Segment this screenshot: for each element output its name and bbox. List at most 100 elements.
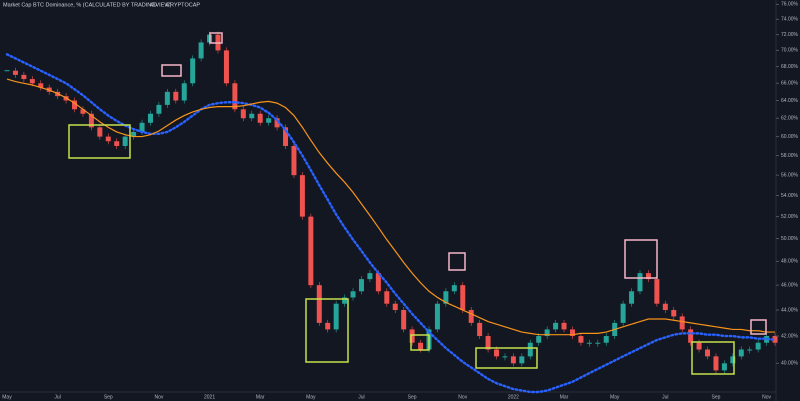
candle-body [375, 273, 381, 292]
candle-body [603, 336, 609, 343]
y-tick-label: 44.00% [781, 307, 799, 313]
candle-body [342, 297, 348, 304]
candle-body [308, 216, 314, 286]
candle-body [418, 342, 424, 350]
x-tick-label: Sep [104, 394, 113, 400]
candle-body [671, 310, 677, 317]
y-tick-label: 42.00% [781, 333, 799, 339]
candle-body [527, 342, 533, 357]
candle-body [409, 329, 415, 343]
candle-body [274, 118, 280, 128]
candle-body [105, 136, 111, 142]
candle-body [147, 113, 153, 123]
candle-body [705, 349, 711, 357]
y-tick-label: 72.00% [781, 32, 799, 38]
candle-body [29, 79, 35, 84]
y-tick-label: 40.00% [781, 361, 799, 367]
highlight-box [209, 32, 223, 44]
candle-body [358, 279, 364, 292]
y-tick-label: 58.00% [781, 153, 799, 159]
candle-body [249, 113, 255, 119]
candle-body [291, 145, 297, 176]
candle-body [392, 303, 398, 311]
candle-body [536, 336, 542, 343]
candle-body [595, 342, 601, 344]
highlight-boxes [68, 32, 767, 375]
candle-body [333, 303, 339, 330]
candle-body [620, 303, 626, 323]
candle-body [240, 109, 246, 119]
candle-body [519, 356, 525, 364]
candle-body [325, 322, 331, 330]
candle-body [21, 74, 27, 80]
candle-body [477, 322, 483, 337]
y-tick-label: 74.00% [781, 17, 799, 23]
highlight-box [691, 341, 735, 375]
x-tick-label: May [306, 394, 316, 400]
candle-body [384, 291, 390, 304]
candle-body [316, 285, 322, 323]
y-tick-label: 62.00% [781, 116, 799, 122]
candle-body [772, 336, 778, 343]
interval: 4D [150, 2, 157, 8]
candle-body [494, 349, 500, 357]
x-tick-label: Nov [154, 394, 163, 400]
x-tick-label: Mar [560, 394, 569, 400]
candle-body [578, 336, 584, 343]
candle-body [485, 336, 491, 350]
candle-body [97, 127, 103, 137]
candle-body [443, 291, 449, 304]
x-tick-label: Mar [256, 394, 265, 400]
candle-body [257, 113, 263, 123]
candle-body [713, 356, 719, 371]
candle-body [688, 329, 694, 343]
candle-body [122, 136, 128, 146]
x-tick-label: 2021 [204, 394, 215, 400]
y-tick-label: 60.00% [781, 134, 799, 140]
x-tick-label: 2022 [508, 394, 519, 400]
highlight-box [448, 252, 466, 271]
candle-body [434, 303, 440, 330]
candle-body [131, 131, 137, 137]
candle-body [569, 329, 575, 337]
candle-body [553, 322, 559, 330]
candle-body [645, 273, 651, 280]
highlight-box [624, 239, 658, 279]
candle-body [510, 356, 516, 364]
candle-body [350, 291, 356, 298]
highlight-box [68, 124, 131, 159]
candle-body [451, 285, 457, 292]
candle-body [401, 310, 407, 330]
candle-body [586, 342, 592, 344]
candle-body [637, 273, 643, 292]
candle-body [4, 70, 10, 72]
x-tick-label: Nov [762, 394, 771, 400]
candle-body [223, 50, 229, 84]
y-tick-label: 70.00% [781, 48, 799, 54]
y-tick-label: 76.00% [781, 2, 799, 8]
moving-average-line [6, 78, 776, 336]
x-tick-label: Nov [458, 394, 467, 400]
candle-body [283, 127, 289, 146]
candle-body [654, 279, 660, 304]
y-tick-label: 50.00% [781, 236, 799, 242]
candle-body [502, 356, 508, 358]
plot [4, 31, 778, 394]
x-tick-label: Sep [712, 394, 721, 400]
candle-body [544, 329, 550, 337]
candle-body [561, 322, 567, 330]
y-tick-label: 54.00% [781, 193, 799, 199]
candle-body [629, 291, 635, 304]
candle-body [38, 83, 44, 88]
candle-body [181, 83, 187, 101]
candle-body [72, 100, 78, 110]
candle-body [468, 310, 474, 323]
candle-body [299, 175, 305, 217]
candle-body [730, 356, 736, 364]
x-tick-label: May [610, 394, 620, 400]
highlight-box [750, 319, 767, 335]
candle-body [747, 349, 753, 351]
x-tick-label: Jul [662, 394, 668, 400]
candle-body [88, 113, 94, 128]
candle-body [662, 303, 668, 311]
